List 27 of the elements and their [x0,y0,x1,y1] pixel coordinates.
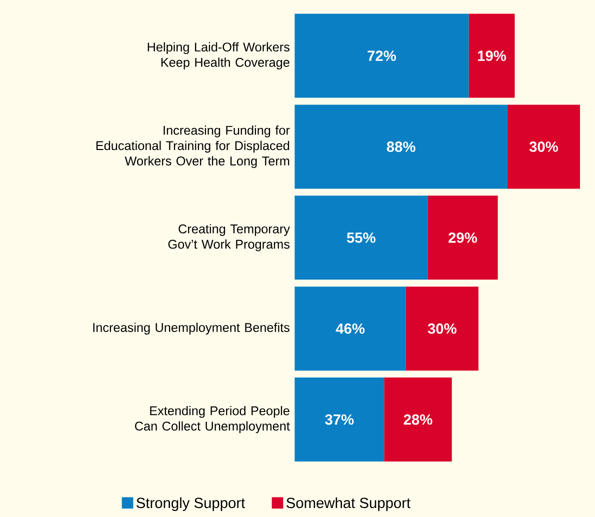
bar [384,378,452,462]
data-label: 46% [336,323,365,334]
y-tick-label: Helping Laid-Off Workers Keep Health Coverage [148,42,290,70]
data-label: 29% [448,232,478,243]
y-tick-label: Increasing Funding for Educational Training for Displaced Workers Over the Long Term [96,126,290,168]
y-tick-label: Increasing Unemployment Benefits [93,322,290,335]
data-label: 28% [404,414,432,425]
bar [294,196,428,280]
y-tick-label: Extending Period People Can Collect Unemployment [135,406,290,434]
data-label: 19% [478,50,506,61]
bar [294,378,384,462]
bar [428,196,498,280]
bar [468,14,515,98]
data-label: 37% [325,414,354,425]
data-label: 88% [386,142,416,152]
bar [294,14,469,98]
data-label: 72% [368,50,396,61]
data-label: 30% [428,323,456,334]
legend-label: Somewhat Support [286,497,410,511]
bar [294,286,406,371]
data-label: 55% [346,232,376,243]
bar [406,286,478,371]
y-tick-label: Creating Temporary Gov’t Work Programs [168,224,290,252]
legend-label: Strongly Support [136,497,246,511]
bar [294,104,508,189]
bar [507,104,580,189]
data-label: 30% [529,142,558,152]
